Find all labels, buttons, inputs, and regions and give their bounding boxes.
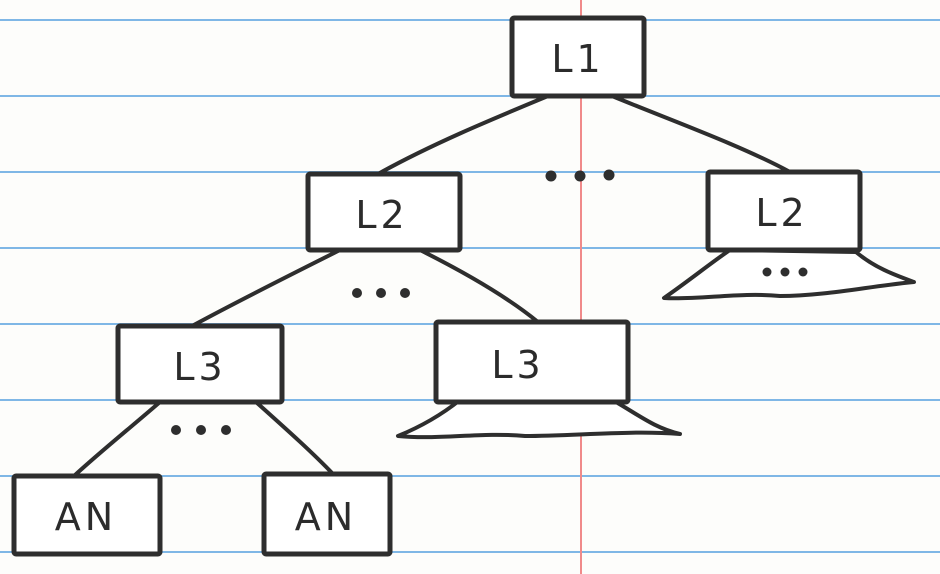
subtree-mound-under-l2-right [664, 250, 914, 298]
node-label-l2-right: L2 [755, 191, 808, 235]
node-label-an-left: AN [55, 495, 117, 539]
edge-l2-to-l3-right [420, 250, 538, 322]
node-label-l1: L1 [551, 37, 604, 81]
ellipsis-between-l3 [352, 288, 410, 298]
node-label-an-right: AN [295, 495, 357, 539]
edge-l2-to-l3-left [192, 250, 340, 326]
node-label-l2-left: L2 [355, 193, 408, 237]
edge-l3-to-an-left [74, 402, 160, 476]
edge-l1-to-l2-right [612, 96, 790, 172]
edge-l1-to-l2-left [378, 96, 548, 174]
ellipsis-between-l2 [546, 170, 615, 182]
subtree-mound-under-l3-right [398, 400, 680, 437]
edge-l3-to-an-right [256, 402, 333, 474]
ellipsis-under-l2-right [763, 268, 808, 277]
ellipsis-between-leaves [171, 425, 231, 435]
node-label-l3-left: L3 [173, 345, 226, 389]
node-label-l3-right: L3 [491, 343, 544, 387]
